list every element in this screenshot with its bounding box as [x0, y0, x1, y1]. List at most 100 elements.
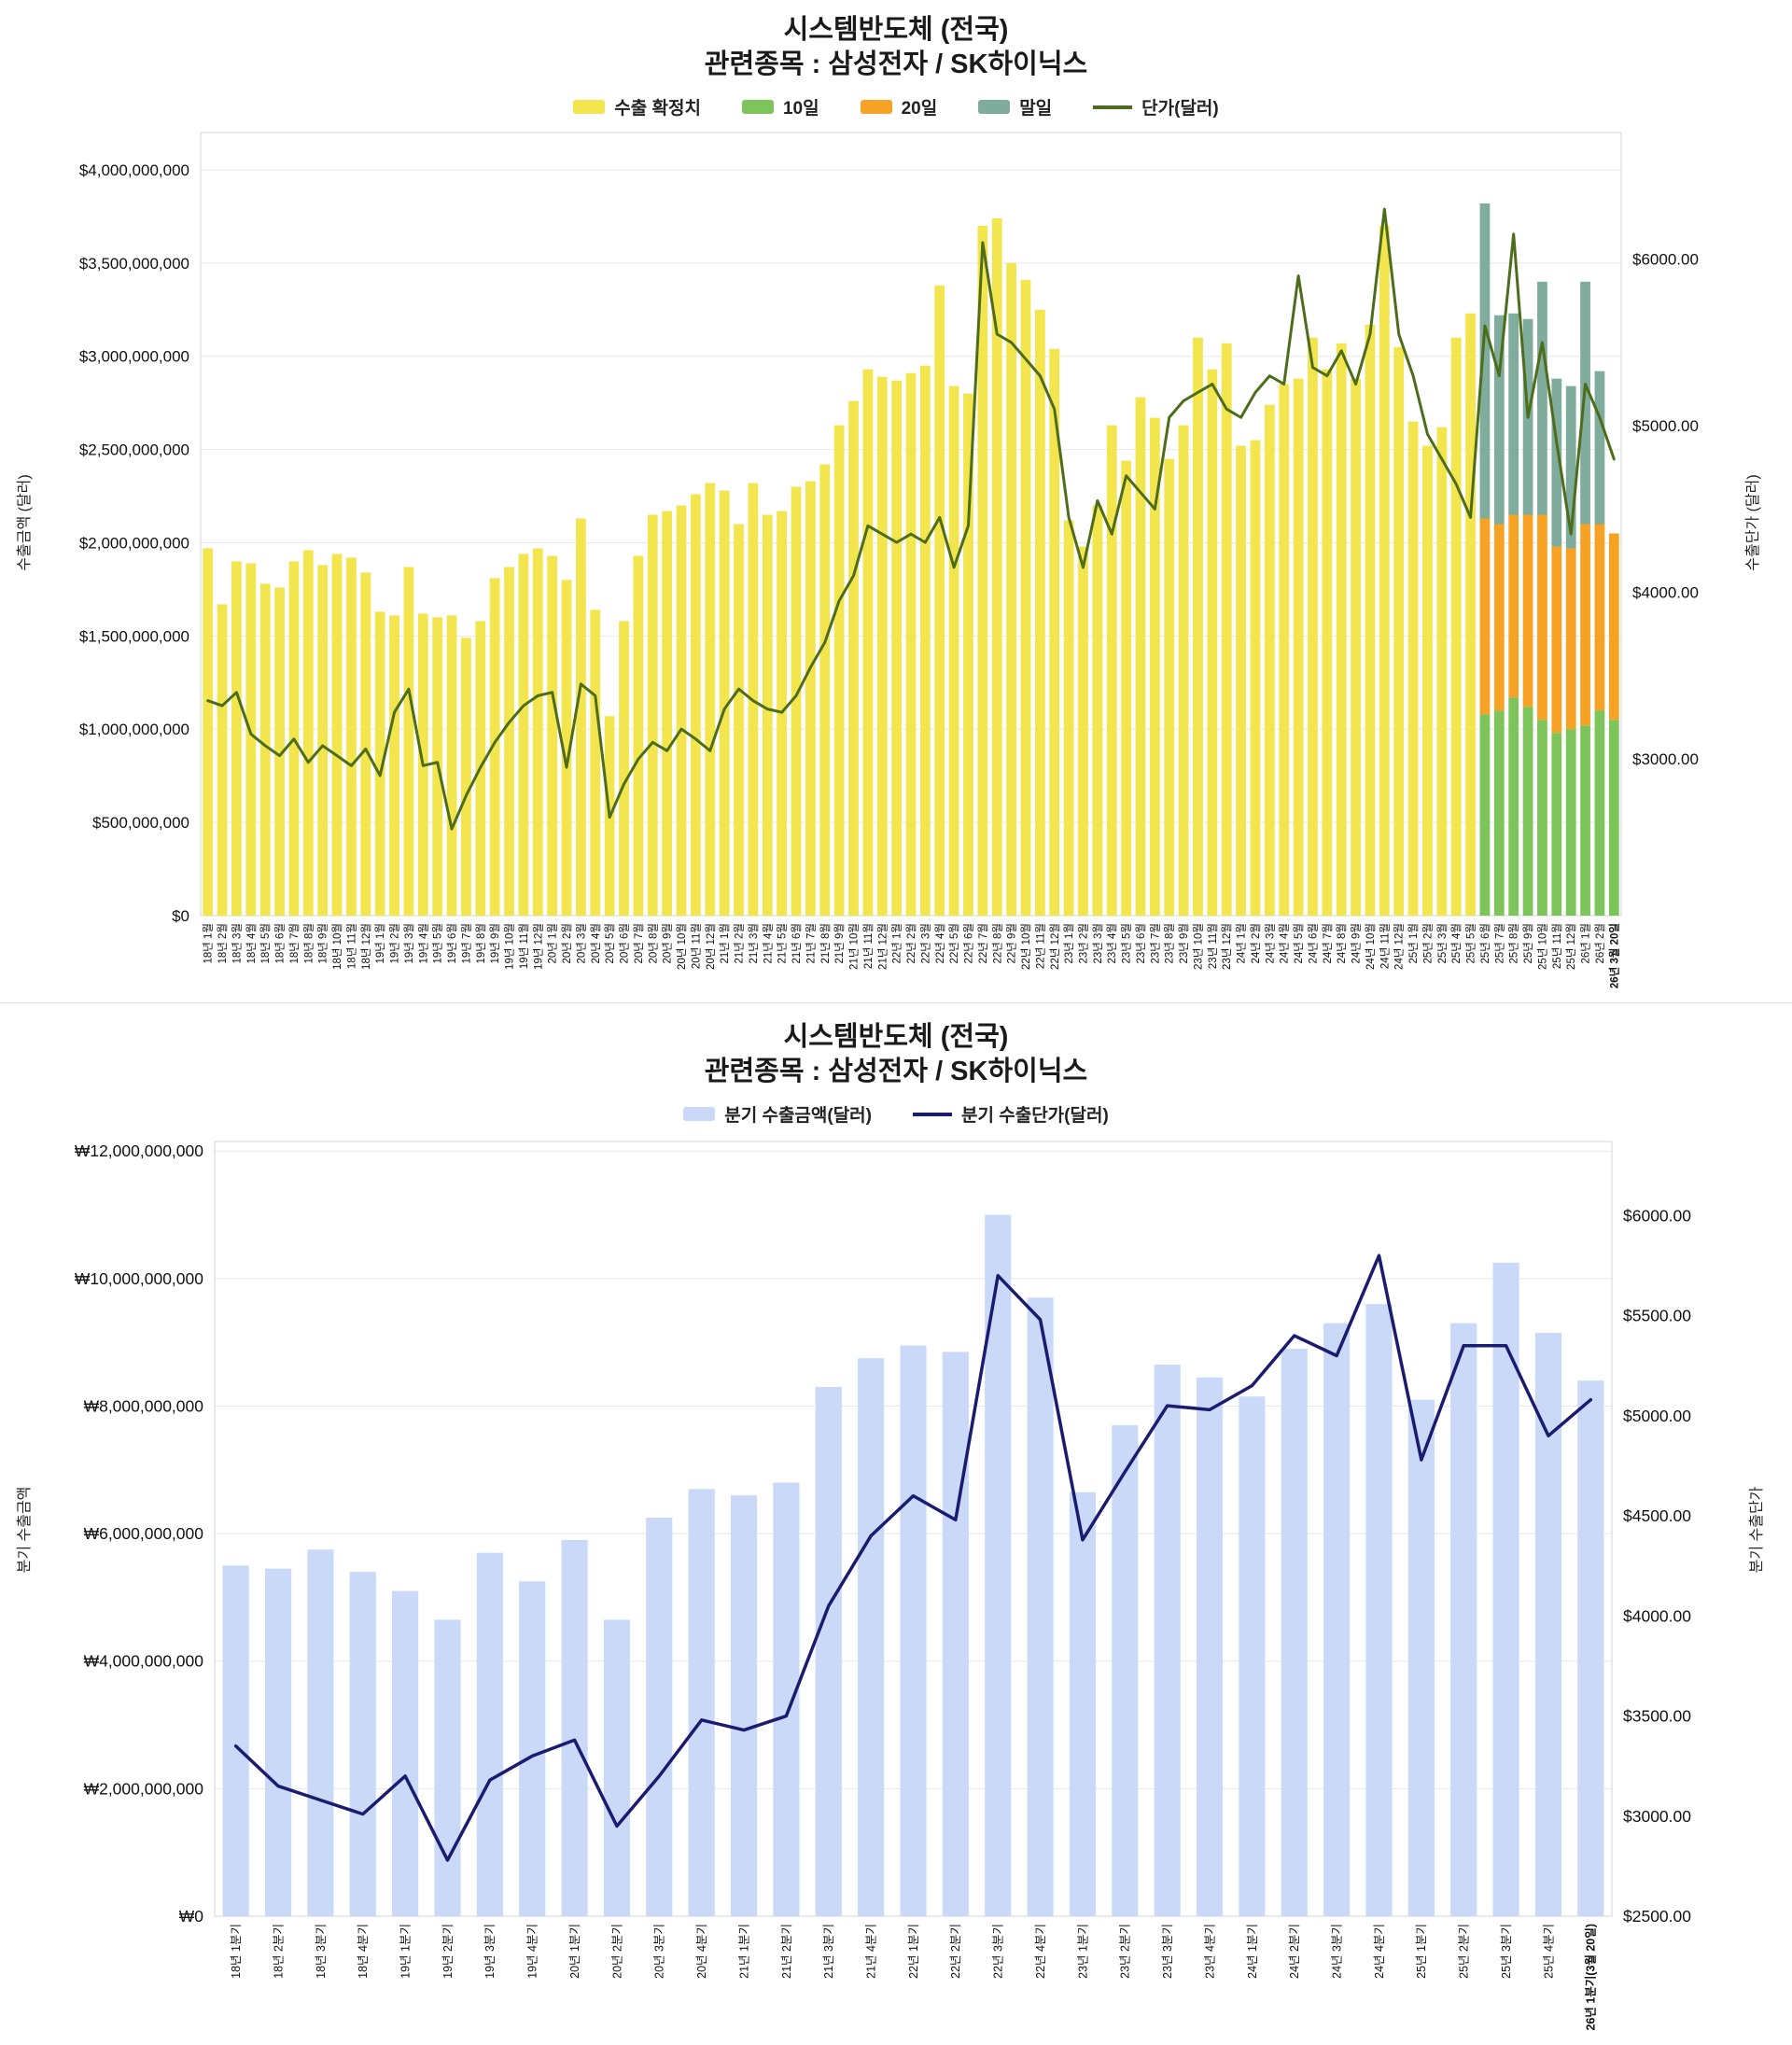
bar-segment [203, 548, 214, 916]
monthly-left-axis-title: 수출금액 (달러) [17, 474, 33, 571]
x-tick-label: 25년 5월 [1465, 923, 1477, 964]
x-tick-label: 18년 8월 [302, 923, 315, 964]
bar-segment [259, 583, 271, 916]
bar-segment [1551, 378, 1562, 547]
x-tick-label: 20년 2분기 [610, 1924, 623, 1979]
bar-segment [1580, 281, 1590, 525]
bar-segment [547, 555, 558, 916]
bar-segment [1577, 1380, 1604, 1916]
x-tick-label: 24년 12월 [1393, 923, 1406, 970]
bar-segment [374, 611, 385, 916]
bar-segment [646, 1518, 673, 1916]
bar-segment [815, 1387, 842, 1916]
x-tick-label: 25년 2월 [1421, 923, 1434, 964]
x-tick-label: 18년 1분기 [230, 1924, 243, 1979]
legend-item[interactable]: 20일 [860, 94, 937, 119]
monthly-chart-subtitle: 관련종목 : 삼성전자 / SK하이닉스 [704, 49, 1088, 80]
x-tick-label: 21년 1분기 [737, 1924, 750, 1979]
legend-swatch [978, 100, 1011, 115]
bar-segment [1034, 309, 1045, 916]
bar-segment [1365, 1304, 1393, 1916]
legend-label: 분기 수출금액(달러) [724, 1106, 872, 1127]
bar-segment [934, 285, 945, 916]
bar-segment [805, 481, 816, 916]
legend-item[interactable]: 수출 확정치 [573, 94, 701, 119]
x-tick-label: 19년 3분기 [483, 1924, 497, 1979]
bar-segment [858, 1358, 885, 1916]
monthly-export-combo-chart: $0 $500,000,000 $1,000,000,000 $1,500,000,0… [79, 132, 1699, 988]
quarterly-left-axis-title: 분기 수출금액 [17, 1486, 33, 1574]
bar-segment [476, 1552, 503, 1916]
quarterly-chart-title: 시스템반도체 (전국) [783, 1022, 1009, 1052]
bar-segment [1121, 460, 1131, 916]
bar-segment [1608, 533, 1619, 721]
x-tick-label: 24년 6월 [1307, 923, 1319, 964]
legend-item[interactable]: 분기 수출금액(달러) [683, 1101, 872, 1127]
bar-segment [576, 518, 586, 916]
x-tick-label: 21년 3월 [748, 923, 760, 964]
x-tick-label: 23년 3분기 [1161, 1924, 1174, 1979]
bar-segment [1594, 371, 1605, 525]
bar-segment [977, 225, 988, 916]
x-tick-label: 25년 4월 [1450, 923, 1463, 964]
left-axis-tick-label: ₩0 [179, 1907, 204, 1926]
unit-price-line [206, 207, 1616, 831]
x-tick-label: 24년 2월 [1250, 923, 1262, 964]
x-tick-label: 19년 8월 [475, 923, 487, 964]
quarterly-export-combo-chart: ₩0 ₩2,000,000,000 ₩4,000,000,000 ₩6,000,000… [75, 1141, 1691, 2030]
bar-segment [1236, 445, 1246, 916]
quarterly-right-axis-title: 분기 수출단가 [1749, 1486, 1765, 1574]
bar-segment [1479, 518, 1491, 715]
x-tick-label: 19년 3월 [403, 923, 415, 964]
bar-segment [518, 553, 529, 916]
bar-segment [1379, 225, 1390, 916]
unit-price-line [233, 1254, 1593, 1862]
legend-swatch [860, 100, 892, 115]
x-tick-label: 23년 7월 [1149, 923, 1161, 964]
legend-item[interactable]: 분기 수출단가(달러) [913, 1101, 1109, 1127]
legend-item[interactable]: 단가(달러) [1093, 94, 1219, 119]
bar-segment [307, 1549, 334, 1916]
quarterly-chart-legend: 분기 수출금액(달러) 분기 수출단가(달러) [0, 1101, 1792, 1127]
x-tick-label: 23년 1분기 [1076, 1924, 1089, 1979]
legend-item[interactable]: 말일 [978, 94, 1052, 119]
quarterly-chart-subtitle: 관련종목 : 삼성전자 / SK하이닉스 [704, 1057, 1088, 1087]
x-tick-label: 21년 2분기 [780, 1924, 793, 1979]
legend-swatch [741, 100, 774, 115]
x-tick-label: 22년 9월 [1006, 923, 1018, 964]
x-tick-label: 24년 1월 [1236, 923, 1248, 964]
right-axis-tick-label: $2500.00 [1623, 1907, 1691, 1926]
x-tick-label: 25년 4분기 [1542, 1924, 1555, 1979]
x-tick-label: 24년 10월 [1365, 923, 1377, 970]
legend-item[interactable]: 10일 [741, 94, 819, 119]
x-tick-label: 19년 9월 [489, 923, 501, 964]
bar-segment [1049, 348, 1060, 916]
bar-segment [1164, 458, 1175, 916]
x-tick-label: 26년 1월 [1580, 923, 1592, 964]
left-axis-tick-label: ₩12,000,000,000 [75, 1142, 203, 1160]
monthly-right-axis-title: 수출단가 (달러) [1745, 474, 1761, 571]
x-tick-label: 21년 12월 [876, 923, 889, 970]
bar-segment [662, 511, 673, 916]
bar-segment [1106, 425, 1117, 916]
bar-segment [1149, 417, 1160, 916]
x-tick-label: 18년 2분기 [272, 1924, 285, 1979]
bar-segment [1436, 427, 1448, 917]
left-axis-tick-label: $1,500,000,000 [79, 627, 189, 645]
x-tick-label: 23년 2월 [1078, 923, 1090, 964]
bar-segment [1508, 313, 1519, 515]
left-axis-tick-label: $0 [172, 907, 189, 925]
left-axis-tick-label: ₩2,000,000,000 [84, 1779, 204, 1798]
bar-segment [1207, 369, 1218, 916]
x-tick-label: 18년 1월 [203, 923, 215, 964]
bar-segment [1565, 385, 1576, 549]
x-tick-label: 21년 10월 [848, 923, 861, 970]
left-axis-tick-label: $2,500,000,000 [79, 441, 189, 459]
x-tick-label: 23년 10월 [1192, 923, 1204, 970]
x-tick-label: 22년 1분기 [907, 1924, 920, 1979]
left-axis-tick-label: ₩6,000,000,000 [84, 1524, 204, 1543]
x-tick-label: 23년 4월 [1106, 923, 1118, 964]
x-tick-label: 25년 9월 [1522, 923, 1534, 964]
bar-segment [1565, 548, 1576, 730]
bar-segment [349, 1572, 376, 1916]
